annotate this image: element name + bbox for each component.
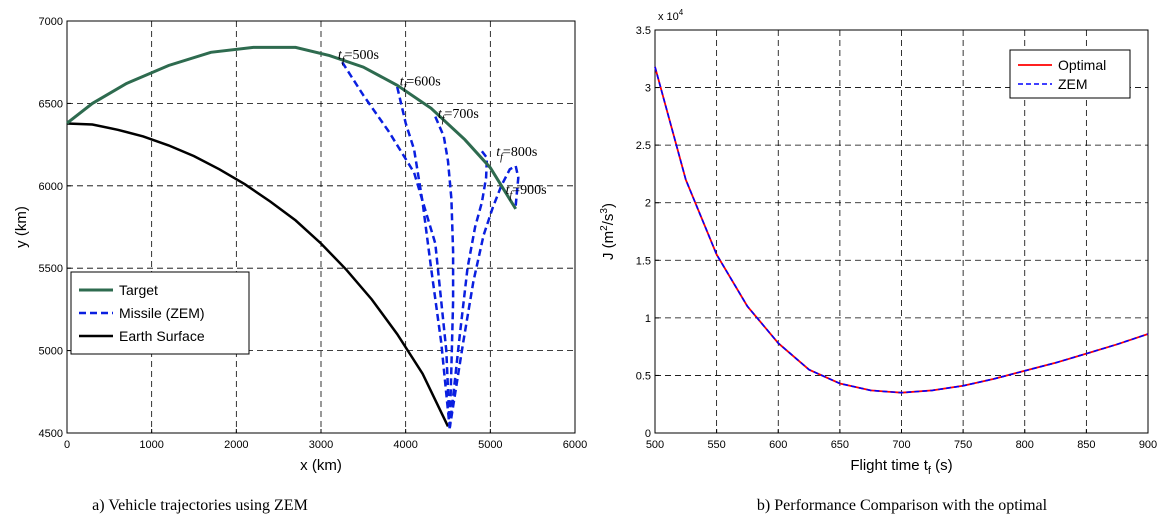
y-tick-label: 3.5	[636, 25, 651, 37]
legend-label: Earth Surface	[119, 328, 205, 344]
plot-frame	[654, 29, 1149, 434]
missile-trajectory-3	[448, 150, 489, 429]
x-axis-label: Flight time tf (s)	[850, 457, 952, 477]
tf-annotation: tf=500s	[338, 48, 379, 66]
tf-annotation: tf=700s	[438, 107, 479, 125]
tf-annotation: tf=600s	[400, 74, 441, 92]
x-tick-label: 700	[892, 439, 910, 451]
caption-a: a) Vehicle trajectories using ZEM	[92, 497, 308, 514]
caption-b: b) Performance Comparison with the optim…	[757, 497, 1048, 514]
legend-box	[1009, 49, 1131, 99]
legend-label: Optimal	[1058, 57, 1106, 73]
y-tick-label: 4500	[39, 428, 63, 440]
x-tick-label: 1000	[139, 439, 163, 451]
performance-chart: 500 550 600 650 700 750 800 850 900 0 0.5 1 1.5 2 2.5 3…	[599, 8, 1157, 514]
x-tick-label: 500	[646, 439, 664, 451]
missile-trajectory-1	[395, 86, 451, 429]
target-trajectory-line	[66, 45, 517, 210]
y-tick-label: 2.5	[636, 140, 651, 152]
y-tick-label: 0	[645, 428, 651, 440]
x-tick-label: 2000	[224, 439, 248, 451]
y-tick-label: 6000	[39, 181, 63, 193]
trajectory-chart: 0 1000 2000 3000 4000 5000 6000 4500 5000 5500 600…	[13, 16, 587, 514]
x-tick-label: 6000	[563, 439, 587, 451]
legend-label: Missile (ZEM)	[119, 305, 205, 321]
y-tick-label: 2	[645, 198, 651, 210]
x-tick-label: 5000	[478, 439, 502, 451]
x-tick-label: 550	[707, 439, 725, 451]
y-tick-label: 1.5	[636, 255, 651, 267]
legend-label: ZEM	[1058, 76, 1088, 92]
missile-trajectory-2	[434, 116, 455, 429]
x-axis-label: x (km)	[300, 457, 342, 474]
x-tick-label: 3000	[309, 439, 333, 451]
y-multiplier: x 104	[658, 8, 684, 23]
plot-frame	[66, 20, 576, 434]
legend-box	[70, 271, 250, 355]
x-tick-label: 900	[1139, 439, 1157, 451]
zem-line	[654, 66, 1149, 394]
y-tick-label: 6500	[39, 98, 63, 110]
x-tick-label: 800	[1016, 439, 1034, 451]
earth-surface-line	[66, 122, 450, 427]
tf-annotation: tf=900s	[506, 183, 547, 201]
tf-annotation: tf=800s	[496, 145, 537, 163]
y-tick-label: 5000	[39, 346, 63, 358]
y-tick-label: 0.5	[636, 370, 651, 382]
y-tick-label: 1	[645, 313, 651, 325]
x-tick-label: 750	[954, 439, 972, 451]
y-tick-label: 5500	[39, 263, 63, 275]
legend-label: Target	[119, 282, 158, 298]
missile-trajectory-4	[448, 164, 520, 429]
legend: Target Missile (ZEM) Earth Surface	[70, 271, 250, 355]
x-tick-label: 4000	[393, 439, 417, 451]
x-tick-label: 600	[769, 439, 787, 451]
y-tick-label: 3	[645, 83, 651, 95]
y-tick-label: 7000	[39, 16, 63, 28]
y-axis-label: J (m2/s3)	[599, 203, 617, 260]
x-tick-label: 650	[831, 439, 849, 451]
legend: Optimal ZEM	[1009, 49, 1131, 99]
x-tick-label: 0	[64, 439, 70, 451]
x-tick-label: 850	[1077, 439, 1095, 451]
y-axis-label: y (km)	[13, 206, 30, 248]
missile-trajectory-0	[341, 61, 451, 429]
